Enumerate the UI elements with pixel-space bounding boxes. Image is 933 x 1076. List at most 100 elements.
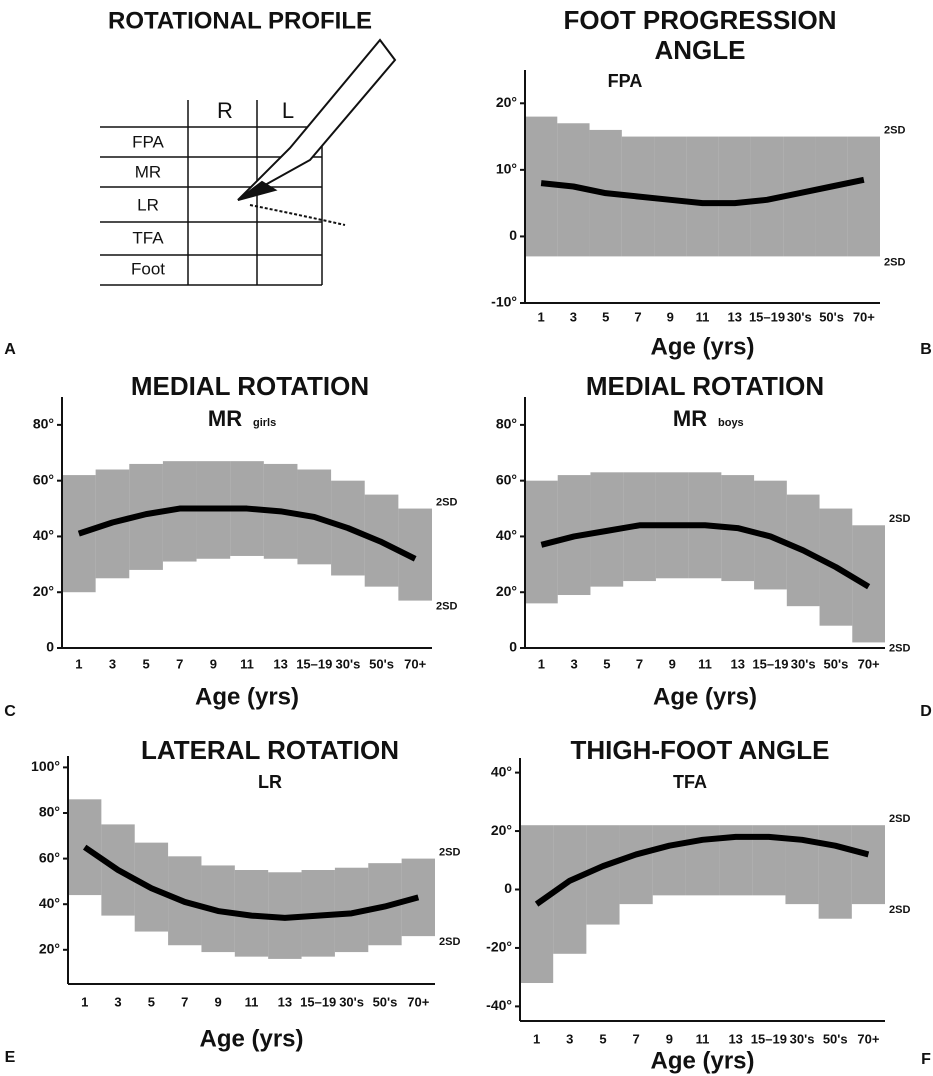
x-tick-label: 30's — [787, 309, 812, 324]
mean-line — [82, 844, 420, 921]
y-tick-label: 0 — [509, 639, 517, 655]
x-tick-label: 15–19 — [300, 994, 336, 1009]
panel-label: B — [920, 341, 932, 358]
x-tick-label: 3 — [109, 656, 116, 671]
pencil — [237, 38, 397, 226]
y-tick-label: 80° — [33, 416, 54, 432]
y-tick-label: 20° — [491, 822, 512, 838]
x-tick-label: 7 — [634, 309, 641, 324]
chart-subtitle: LR — [258, 772, 282, 792]
panel-label: F — [921, 1051, 931, 1068]
annotation: 2SD — [889, 642, 910, 654]
sd-band — [818, 825, 852, 919]
y-tick-label: 60° — [33, 471, 54, 487]
x-tick-label: 1 — [538, 309, 545, 324]
subtitle-note: girls — [253, 417, 276, 429]
x-axis-label: Age (yrs) — [650, 333, 754, 360]
row-header: TFA — [132, 228, 164, 247]
x-tick-label: 15–19 — [751, 1031, 787, 1046]
mean-line — [540, 176, 865, 207]
x-tick-label: 30's — [339, 994, 364, 1009]
chart-title: LATERAL ROTATION — [141, 735, 399, 765]
y-tick-label: 10° — [496, 161, 517, 177]
x-tick-label: 70+ — [404, 656, 426, 671]
chart-title: MEDIAL ROTATION — [131, 371, 369, 401]
x-tick-label: 7 — [181, 994, 188, 1009]
y-tick-label: 20° — [33, 583, 54, 599]
annotation: 2SD — [889, 513, 910, 525]
annotation: 2SD — [884, 256, 905, 268]
y-tick-label: 0 — [504, 880, 512, 896]
x-tick-label: 9 — [210, 656, 217, 671]
chart-title: ANGLE — [655, 35, 746, 65]
annotation: 2SD — [439, 936, 460, 948]
panel-label: D — [920, 703, 932, 720]
mean-line — [77, 505, 417, 562]
profile-table: ROTATIONAL PROFILE R L FPA MR LR TFA Foo… — [100, 7, 397, 286]
x-tick-label: 50's — [373, 994, 398, 1009]
panel-label: A — [4, 341, 16, 358]
y-tick-label: 60° — [496, 471, 517, 487]
x-tick-label: 1 — [538, 656, 545, 671]
x-tick-label: 11 — [696, 1031, 710, 1046]
subtitle-note: boys — [718, 417, 744, 429]
x-tick-label: 5 — [603, 656, 610, 671]
x-axis-label: Age (yrs) — [650, 1047, 754, 1074]
profile-title: ROTATIONAL PROFILE — [108, 7, 372, 34]
x-tick-label: 13 — [730, 656, 744, 671]
x-tick-label: 50's — [369, 656, 394, 671]
annotation: 2SD — [439, 847, 460, 859]
chart-subtitle: FPA — [608, 71, 643, 91]
y-tick-label: 40° — [496, 527, 517, 543]
x-axis-label: Age (yrs) — [199, 1025, 303, 1052]
y-tick-label: -20° — [486, 939, 512, 955]
x-tick-label: 7 — [633, 1031, 640, 1046]
y-tick-label: 0 — [46, 639, 54, 655]
x-tick-label: 50's — [823, 1031, 848, 1046]
panel-label: C — [4, 703, 16, 720]
x-tick-label: 15–19 — [296, 656, 332, 671]
x-tick-label: 5 — [602, 309, 609, 324]
x-tick-label: 3 — [114, 994, 121, 1009]
chart-title: THIGH-FOOT ANGLE — [570, 735, 829, 765]
sd-band — [718, 136, 751, 257]
x-tick-label: 13 — [728, 309, 742, 324]
x-tick-label: 30's — [791, 656, 816, 671]
sd-band — [847, 136, 880, 257]
y-tick-label: 80° — [39, 804, 60, 820]
chart-title: FOOT PROGRESSION — [563, 5, 836, 35]
chart-subtitle: TFA — [673, 772, 707, 792]
sd-band — [815, 136, 848, 257]
sd-band — [652, 825, 686, 896]
y-tick-label: 80° — [496, 416, 517, 432]
sd-band — [686, 136, 719, 257]
chart-subtitle: MR — [673, 406, 707, 431]
x-tick-label: 70+ — [857, 1031, 879, 1046]
y-tick-label: 40° — [39, 895, 60, 911]
y-tick-label: 60° — [39, 849, 60, 865]
x-tick-label: 9 — [669, 656, 676, 671]
y-tick-label: 0 — [509, 227, 517, 243]
x-tick-label: 13 — [728, 1031, 742, 1046]
x-tick-label: 9 — [215, 994, 222, 1009]
x-tick-label: 30's — [336, 656, 361, 671]
x-tick-label: 50's — [824, 656, 849, 671]
table-grid — [100, 100, 323, 286]
x-tick-label: 3 — [570, 656, 577, 671]
annotation: 2SD — [436, 600, 457, 612]
x-tick-label: 7 — [636, 656, 643, 671]
x-tick-label: 13 — [273, 656, 287, 671]
mean-line — [534, 833, 870, 907]
row-header: LR — [137, 195, 159, 214]
y-tick-label: 20° — [496, 583, 517, 599]
panel-label: E — [5, 1049, 16, 1066]
column-header: R — [217, 98, 233, 123]
x-tick-label: 30's — [790, 1031, 815, 1046]
x-tick-label: 11 — [698, 656, 712, 671]
row-header: MR — [135, 162, 161, 181]
y-tick-label: 40° — [33, 527, 54, 543]
column-header: L — [282, 98, 294, 123]
x-tick-label: 3 — [566, 1031, 573, 1046]
annotation: 2SD — [884, 124, 905, 136]
